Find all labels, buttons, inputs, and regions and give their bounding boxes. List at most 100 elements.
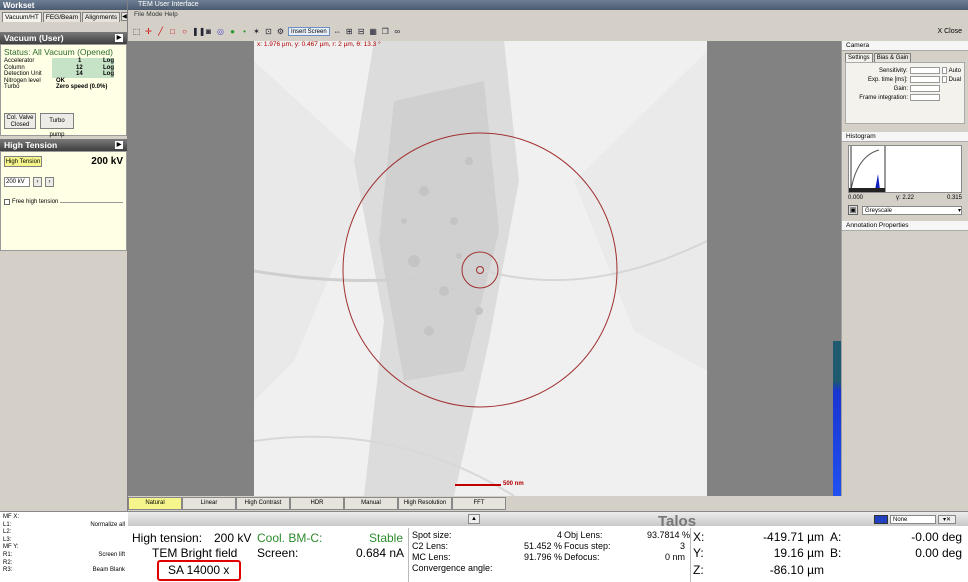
mode-high-contrast[interactable]: High Contrast bbox=[236, 497, 290, 510]
high-tension-button[interactable]: High Tension bbox=[4, 156, 42, 167]
histogram-title: Histogram bbox=[842, 132, 968, 142]
mode-label: TEM Bright field bbox=[152, 546, 238, 560]
ht-value: 200 kV bbox=[91, 156, 123, 167]
checkbox-auto[interactable] bbox=[941, 67, 947, 74]
zoom-fit-icon[interactable]: ⊟ bbox=[357, 26, 365, 36]
annotation-properties-title: Annotation Properties bbox=[842, 221, 968, 231]
tab-bias-gain[interactable]: Bias & Gain bbox=[873, 53, 912, 62]
tab-settings[interactable]: Settings bbox=[845, 53, 873, 62]
camera-icon[interactable]: ◙ bbox=[206, 26, 211, 36]
close-icon[interactable]: ▾✕ bbox=[938, 515, 956, 524]
histogram-plot[interactable] bbox=[848, 145, 962, 193]
tab-vacuum-ht[interactable]: Vacuum/HT bbox=[2, 12, 42, 22]
hist-min: 0.000 bbox=[848, 195, 864, 201]
hist-gamma: γ: 2.22 bbox=[895, 195, 914, 201]
stage-axis2: B: bbox=[830, 546, 842, 560]
mode-natural[interactable]: Natural bbox=[128, 497, 182, 510]
grid-icon[interactable]: ▦ bbox=[369, 26, 377, 36]
link-icon[interactable]: ∞ bbox=[394, 26, 401, 36]
brand-label: Talos bbox=[658, 513, 697, 530]
col-valve-button[interactable]: Col. Valve Closed bbox=[4, 112, 36, 129]
coordinate-readout: x: 1.976 µm, y: 0.467 µm, r: 2 µm, θ: 13… bbox=[257, 41, 381, 48]
vac-label: Accelerator bbox=[4, 58, 35, 64]
copy-icon[interactable]: ❐ bbox=[381, 26, 389, 36]
mode-linear[interactable]: Linear bbox=[182, 497, 236, 510]
star-icon[interactable]: ✶ bbox=[253, 26, 260, 36]
crosshair-icon[interactable]: ✛ bbox=[145, 26, 152, 36]
top-bar: TEM User Interface File Mode Help ⬚ ✛ ╱ … bbox=[128, 0, 968, 41]
record-icon[interactable]: ● bbox=[230, 26, 235, 36]
stage-a-value: -0.00 deg bbox=[911, 530, 962, 544]
contrast-mode-tabs: Natural Linear High Contrast HDR Manual … bbox=[128, 497, 506, 510]
none-select[interactable]: None bbox=[890, 515, 936, 524]
fit-icon[interactable]: ⊡ bbox=[265, 26, 272, 36]
rectangle-icon[interactable]: □ bbox=[170, 26, 175, 36]
obj-label: Obj Lens: bbox=[564, 530, 603, 540]
settings-icon[interactable]: ⚙ bbox=[276, 26, 285, 36]
magnification: SA 14000 x bbox=[168, 563, 230, 577]
ht-step-down-icon[interactable]: ‹ bbox=[33, 177, 42, 187]
vac-label: Detection Unit bbox=[4, 71, 42, 77]
specimen-svg bbox=[253, 41, 708, 497]
beam-blank-button[interactable]: Beam Blank bbox=[92, 567, 125, 574]
sensitivity-input[interactable] bbox=[909, 67, 940, 74]
line-icon[interactable]: ╱ bbox=[158, 26, 163, 36]
vac-value: 12 bbox=[76, 64, 83, 71]
turbo-pump-button[interactable]: Turbo pump bbox=[40, 112, 74, 138]
circle-icon[interactable]: ○ bbox=[182, 26, 187, 36]
zoom-icon[interactable]: ⊞ bbox=[345, 26, 353, 36]
free-ht-checkbox[interactable] bbox=[4, 199, 10, 205]
mf-label: MF Y: bbox=[3, 544, 19, 551]
mode-high-resolution[interactable]: High Resolution bbox=[398, 497, 452, 510]
left-workset-panel: Workset Vacuum/HT FEG/Beam Alignments ◀ … bbox=[0, 0, 136, 582]
menu-bar[interactable]: File Mode Help bbox=[134, 11, 178, 18]
ht-select[interactable]: 200 kV bbox=[4, 177, 30, 187]
frame-integration-input[interactable] bbox=[910, 94, 940, 101]
collapse-arrow-icon[interactable]: ▲ bbox=[468, 514, 480, 524]
mode-hdr[interactable]: HDR bbox=[290, 497, 344, 510]
gain-input[interactable] bbox=[910, 85, 940, 92]
tab-prev-arrow-icon[interactable]: ◀ bbox=[121, 12, 128, 21]
color-swatch-icon[interactable] bbox=[874, 515, 888, 524]
checkbox-dual[interactable] bbox=[941, 76, 947, 83]
vacuum-header-label: Vacuum (User) bbox=[4, 33, 64, 43]
obj-value: 0 nm bbox=[664, 552, 685, 562]
obj-label: Defocus: bbox=[564, 552, 600, 562]
stage-b-value: 0.00 deg bbox=[915, 546, 962, 560]
expand-arrow-icon[interactable]: ▶ bbox=[115, 34, 123, 42]
lens-label: C2 Lens: bbox=[412, 541, 449, 551]
tab-alignments[interactable]: Alignments bbox=[82, 12, 121, 22]
tab-feg-beam[interactable]: FEG/Beam bbox=[42, 12, 81, 22]
magnification-highlight bbox=[157, 560, 241, 581]
vac-value: OK bbox=[56, 77, 65, 84]
mode-manual[interactable]: Manual bbox=[344, 497, 398, 510]
dot-icon[interactable]: • bbox=[243, 26, 246, 36]
palette-icon[interactable]: ▣ bbox=[848, 205, 858, 215]
vac-unit: Log bbox=[103, 71, 114, 77]
colormap-select[interactable]: Greyscale ▾ bbox=[862, 205, 962, 215]
lens-label: MC Lens: bbox=[412, 552, 451, 562]
obj-value: 3 bbox=[679, 541, 685, 551]
colormap-value: Greyscale bbox=[865, 207, 893, 214]
normalize-all-button[interactable]: Normalize all bbox=[90, 521, 125, 528]
mode-fft[interactable]: FFT bbox=[452, 497, 506, 510]
scale-bar-label: 500 nm bbox=[503, 481, 524, 487]
mf-label: L1: bbox=[3, 521, 12, 528]
tem-image[interactable] bbox=[253, 41, 708, 497]
high-tension-section-header[interactable]: High Tension ▶ bbox=[0, 139, 127, 151]
pause-icon[interactable]: ❚❚ bbox=[192, 26, 206, 36]
ht-step-up-icon[interactable]: › bbox=[45, 177, 54, 187]
close-button[interactable]: X Close bbox=[937, 28, 962, 35]
expand-arrow-icon[interactable]: ▶ bbox=[115, 141, 123, 149]
select-icon[interactable]: ⬚ bbox=[132, 26, 141, 36]
target-icon[interactable]: ◎ bbox=[217, 26, 224, 36]
vacuum-section-header[interactable]: Vacuum (User) ▶ bbox=[0, 32, 127, 44]
exp-time-input[interactable] bbox=[909, 76, 940, 83]
arrows-icon[interactable]: ⇔ bbox=[333, 26, 342, 36]
frame-integration-label: Frame integration: bbox=[859, 94, 908, 101]
insert-screen-button[interactable]: Insert Screen bbox=[288, 26, 330, 36]
vac-label: Nitrogen level bbox=[4, 77, 41, 84]
chevron-down-icon: ▾ bbox=[957, 207, 961, 214]
vac-unit: Log bbox=[103, 64, 114, 71]
screen-lift-button[interactable]: Screen lift bbox=[98, 551, 125, 558]
